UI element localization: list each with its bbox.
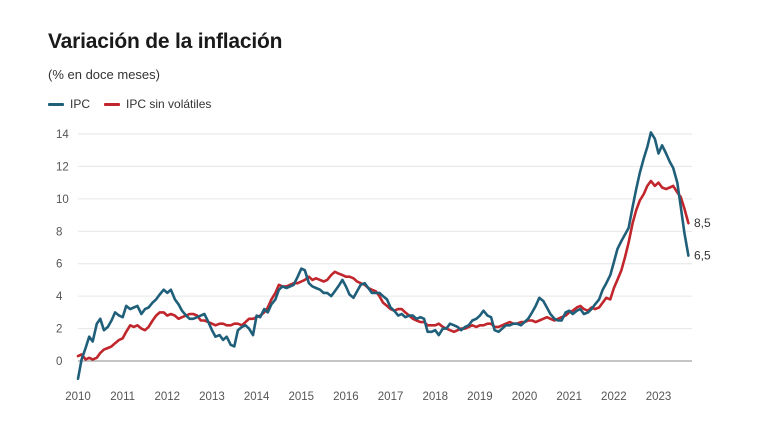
x-tick-label-2023: 2023: [646, 391, 672, 403]
chart-legend: IPC IPC sin volátiles: [48, 97, 211, 111]
y-tick-label-0: 0: [56, 356, 62, 368]
legend-item-ipc-sin-volatiles: IPC sin volátiles: [104, 97, 211, 111]
x-tick-label-2020: 2020: [512, 391, 538, 403]
x-tick-label-2018: 2018: [422, 391, 448, 403]
chart-subtitle: (% en doce meses): [48, 67, 160, 82]
end-label-ipc: 6,5: [694, 249, 711, 263]
legend-swatch-ipc-sin-volatiles: [104, 102, 121, 106]
x-tick-label-2021: 2021: [556, 391, 582, 403]
x-tick-label-2012: 2012: [155, 391, 181, 403]
y-tick-label-8: 8: [56, 226, 62, 238]
y-tick-label-2: 2: [56, 324, 62, 336]
x-tick-label-2014: 2014: [244, 391, 270, 403]
x-tick-label-2019: 2019: [467, 391, 493, 403]
y-tick-label-14: 14: [56, 129, 69, 141]
y-axis-ticks: 0 2 4 6 8 10 12 14: [56, 129, 69, 368]
series-line-ipc: [76, 131, 690, 381]
x-tick-label-2013: 2013: [199, 391, 225, 403]
x-tick-label-2015: 2015: [288, 391, 314, 403]
grid-lines: [78, 133, 692, 330]
series-group: [76, 131, 690, 381]
end-label-ipc-sin-volatiles: 8,5: [694, 216, 711, 230]
y-tick-label-10: 10: [56, 194, 69, 206]
y-tick-label-4: 4: [56, 291, 63, 303]
series-line-ipc-sin-volatiles: [76, 179, 690, 361]
legend-label-ipc: IPC: [70, 97, 91, 111]
y-tick-label-6: 6: [56, 259, 62, 271]
legend-swatch-ipc: [48, 102, 64, 106]
x-tick-label-2011: 2011: [110, 391, 135, 403]
x-axis-ticks: 2010 2011 2012 2013 2014 2015 2016 2017 2018 2019…: [65, 391, 671, 403]
y-tick-label-12: 12: [56, 161, 69, 173]
legend-item-ipc: IPC: [48, 97, 90, 111]
legend-label-ipc-sin-volatiles: IPC sin volátiles: [126, 97, 212, 111]
x-tick-label-2022: 2022: [601, 391, 627, 403]
x-tick-label-2017: 2017: [378, 391, 404, 403]
chart-title: Variación de la inflación: [48, 30, 283, 53]
x-tick-label-2016: 2016: [333, 391, 359, 403]
x-tick-label-2010: 2010: [65, 391, 91, 403]
end-labels: 8,5 6,5: [694, 216, 711, 262]
